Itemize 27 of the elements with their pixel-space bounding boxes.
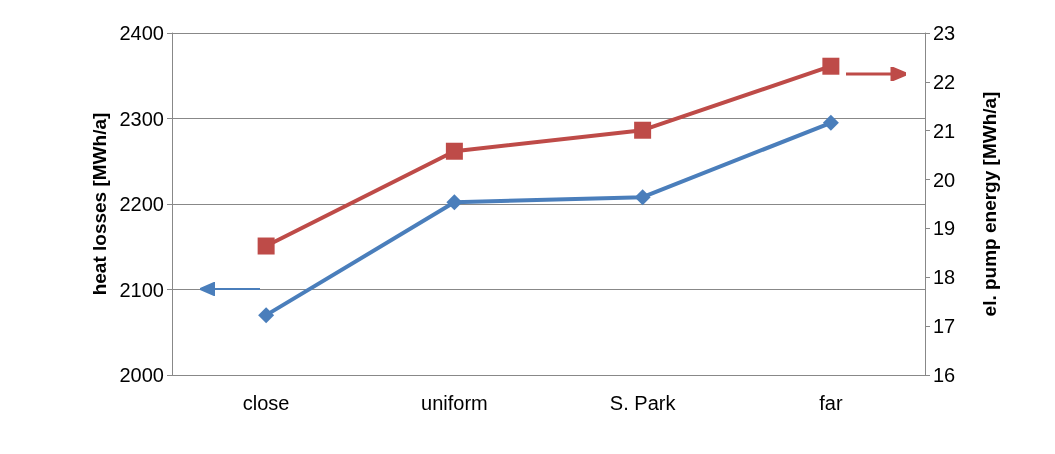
y2-tick-label: 19 bbox=[933, 217, 956, 240]
point bbox=[446, 194, 463, 211]
y-tick-label: 2100 bbox=[119, 278, 164, 301]
x-tick-label: S. Park bbox=[609, 392, 677, 414]
x-tick-label: close bbox=[242, 392, 290, 414]
y-tick-label: 2400 bbox=[119, 22, 164, 44]
y2-tick-label: 20 bbox=[933, 168, 956, 191]
point bbox=[257, 237, 275, 255]
y-tick-label: 2300 bbox=[119, 107, 164, 130]
y2-axis-title: el. pump energy [MWh/a] bbox=[979, 91, 1000, 317]
y2-tick-label: 22 bbox=[933, 70, 956, 93]
y2-tick-label: 16 bbox=[933, 364, 956, 386]
y-axis-title: heat losses [MWh/a] bbox=[88, 112, 110, 296]
point bbox=[634, 121, 652, 139]
y2-tick-label: 23 bbox=[933, 22, 956, 44]
x-tick-label: far bbox=[819, 392, 843, 414]
point bbox=[258, 307, 275, 324]
y-tick-label: 2200 bbox=[119, 193, 164, 215]
y2-tick-label: 18 bbox=[933, 266, 956, 289]
y2-tick-label: 17 bbox=[933, 315, 956, 338]
point bbox=[445, 142, 463, 160]
point bbox=[634, 189, 651, 206]
point bbox=[822, 114, 839, 131]
y-tick-label: 2000 bbox=[119, 364, 164, 386]
x-tick-label: uniform bbox=[421, 392, 488, 414]
point bbox=[822, 57, 840, 75]
y2-tick-label: 21 bbox=[933, 119, 956, 142]
